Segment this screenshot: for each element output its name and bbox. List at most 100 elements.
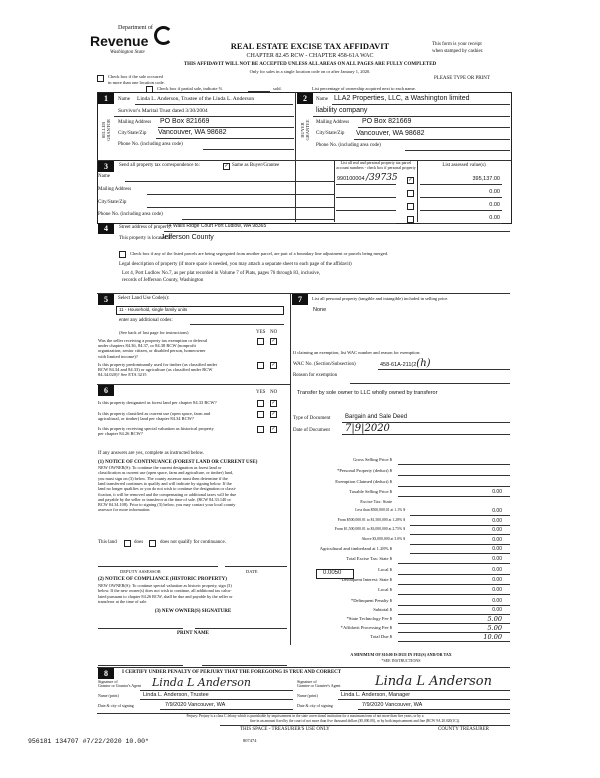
- form-number: 807474: [243, 738, 257, 743]
- form-title: REAL ESTATE EXCISE TAX AFFIDAVIT: [230, 41, 390, 51]
- q1-yes-checkbox[interactable]: [257, 338, 264, 345]
- land-use-code-select[interactable]: 11 - Household, single family units: [116, 306, 284, 315]
- seller-name-field[interactable]: Linda L. Anderson, Trustee of the Linda …: [137, 96, 255, 102]
- segregated-checkbox[interactable]: [119, 251, 126, 258]
- tax-row-label: Total Excise Tax: State $: [346, 556, 392, 561]
- tax-row-value[interactable]: 0.00: [492, 527, 502, 533]
- tax-row-value[interactable]: 0.00: [492, 598, 502, 604]
- tax-row-value[interactable]: 5.00: [487, 615, 502, 623]
- land-does-checkbox[interactable]: [124, 540, 131, 547]
- tax-row-label: Total Due $: [370, 634, 392, 639]
- seller-city-field[interactable]: Vancouver, WA 98682: [158, 129, 227, 136]
- tax-row-label: From $1,500,000.01 to $3,000,000 at 2.75…: [334, 527, 405, 531]
- parties-box: [97, 92, 512, 224]
- correspondence-name-field[interactable]: [125, 181, 334, 182]
- tax-row-value[interactable]: 0.00: [492, 546, 502, 552]
- buyer-name-field[interactable]: LLA2 Properties, LLC, a Washington limit…: [334, 95, 470, 102]
- correspondence-phone-field[interactable]: [182, 219, 334, 220]
- grantee-date-city-field[interactable]: 7/9/2020 Vancouver, WA: [362, 702, 423, 708]
- wac-number-field[interactable]: 458-61A-211(2(h): [380, 358, 431, 369]
- tax-row-value[interactable]: 0.00: [492, 607, 502, 613]
- seller-mailing-address-field[interactable]: PO Box 821669: [160, 118, 210, 125]
- tax-row-label: Local $: [378, 567, 392, 572]
- tax-row-value[interactable]: 0.00: [492, 577, 502, 583]
- tax-row-label: Taxable Selling Price $: [349, 489, 392, 494]
- assessor-date-field[interactable]: [225, 566, 287, 567]
- seller-name-line2[interactable]: Survivor's Marital Trust dated 3/30/2004: [118, 108, 208, 114]
- print-name-1[interactable]: [98, 665, 183, 666]
- county-field[interactable]: Jefferson County: [161, 234, 214, 241]
- tax-row-value[interactable]: 0.00: [492, 587, 502, 593]
- additional-codes-field[interactable]: [190, 324, 284, 325]
- tax-row-label: From $500,000.01 to $1,500,000 at 1.28% …: [337, 518, 405, 522]
- q2-no-checkbox[interactable]: ✓: [270, 411, 277, 418]
- buyer-city-field[interactable]: Vancouver, WA 98682: [356, 130, 425, 137]
- partial-percent-field[interactable]: [248, 91, 270, 92]
- tax-row-label: Above $3,000,000 at 3.0% $: [361, 537, 405, 541]
- tax-row-label: *State Technology Fee $: [346, 616, 392, 621]
- assessed-value-field[interactable]: 0.00: [489, 215, 500, 221]
- tax-row-value[interactable]: 0.00: [492, 518, 502, 524]
- new-owner-signature-2[interactable]: [195, 628, 287, 629]
- tax-row-value[interactable]: 0.00: [492, 508, 502, 514]
- q3-yes-checkbox[interactable]: [257, 426, 264, 433]
- tax-row-label: Gross Selling Price $: [353, 457, 392, 462]
- q3-no-checkbox[interactable]: ✓: [270, 426, 277, 433]
- tax-row-label: *Delinquent Interest: State $: [339, 577, 392, 582]
- parcel-handwritten-number: /39735: [366, 173, 398, 183]
- tax-row-value[interactable]: 0.00: [492, 489, 502, 495]
- personal-property-checkbox[interactable]: [407, 190, 414, 197]
- tax-row-label: Subtotal $: [373, 607, 392, 612]
- tax-row-value[interactable]: 0.00: [492, 537, 502, 543]
- tax-row-label: *Personal Property (deduct) $: [337, 468, 392, 473]
- correspondence-city-field[interactable]: [147, 207, 334, 208]
- buyer-name-line2[interactable]: liability company: [316, 107, 368, 114]
- local-rate-box: 0.0050: [316, 569, 354, 579]
- tax-row-label: *Affidavit Processing Fee $: [340, 625, 392, 630]
- buyer-phone-field[interactable]: [405, 150, 510, 151]
- q1-yes-checkbox[interactable]: [257, 400, 264, 407]
- tax-row-label: Exemption Claimed (deduct) $: [335, 479, 392, 484]
- q2-yes-checkbox[interactable]: [257, 362, 264, 369]
- personal-property-checkbox[interactable]: [407, 203, 414, 210]
- multi-location-checkbox[interactable]: [97, 75, 104, 82]
- exemption-reason-field[interactable]: Transfer by sole owner to LLC wholly own…: [297, 390, 438, 396]
- tax-row-label: Excise Tax: State: [360, 499, 392, 504]
- grantor-date-city-field[interactable]: 7/9/2020 Vancouver, WA: [165, 702, 226, 708]
- q2-no-checkbox[interactable]: ✓: [270, 362, 277, 369]
- property-street-field[interactable]: 74 Walls Ridge Court Port Ludlow, WA 983…: [166, 223, 267, 229]
- personal-property-field[interactable]: None: [313, 307, 327, 313]
- document-type-field[interactable]: Bargain and Sale Deed: [345, 414, 408, 420]
- tax-row-value[interactable]: 5.00: [487, 624, 502, 632]
- grantor-name-field[interactable]: Linda L. Anderson, Trustee: [143, 692, 209, 698]
- same-as-buyer-checkbox[interactable]: ✓: [223, 163, 230, 170]
- seller-phone-field[interactable]: [203, 149, 294, 150]
- tax-row-label: *Delinquent Penalty $: [350, 598, 392, 603]
- correspondence-mail-field[interactable]: [147, 194, 334, 195]
- buyer-mailing-address-field[interactable]: PO Box 821669: [362, 118, 412, 125]
- grantee-name-field[interactable]: Linda L. Anderson, Manager: [341, 692, 411, 698]
- print-name-2[interactable]: [202, 665, 287, 666]
- assessed-value-field[interactable]: 0.00: [489, 189, 500, 195]
- deputy-assessor-signature[interactable]: [98, 566, 218, 567]
- legal-description[interactable]: Lot 4, Port Ludlow No.7, as per plat rec…: [122, 271, 321, 276]
- personal-property-checkbox[interactable]: ✓: [407, 177, 414, 184]
- q1-no-checkbox[interactable]: ✓: [270, 338, 277, 345]
- grantee-signature[interactable]: Linda L Anderson: [375, 674, 492, 689]
- cashier-stamp: 956181 134707 #7/22/2020 10.00*: [28, 738, 149, 745]
- tax-row-label: Less than $500,000.01 at 1.1% $: [355, 508, 405, 512]
- new-owner-signature-1[interactable]: [98, 628, 183, 629]
- q1-no-checkbox[interactable]: ✓: [270, 400, 277, 407]
- personal-property-checkbox[interactable]: [407, 216, 414, 223]
- assessed-value-field[interactable]: 395,137.00: [472, 176, 500, 182]
- parcel-number-field[interactable]: 990100004: [337, 176, 365, 182]
- tax-row-value[interactable]: 0.00: [492, 567, 502, 573]
- tax-row-value[interactable]: 10.00: [483, 633, 502, 641]
- document-date-field[interactable]: 7|9|2020: [345, 423, 390, 434]
- grantor-signature[interactable]: Linda L Anderson: [152, 676, 251, 689]
- assessed-value-field[interactable]: 0.00: [489, 202, 500, 208]
- q2-yes-checkbox[interactable]: [257, 411, 264, 418]
- tax-row-label: Agricultural and timberland at 1.28% $: [319, 546, 392, 551]
- land-does-not-checkbox[interactable]: [149, 540, 156, 547]
- tax-row-value[interactable]: 0.00: [492, 556, 502, 562]
